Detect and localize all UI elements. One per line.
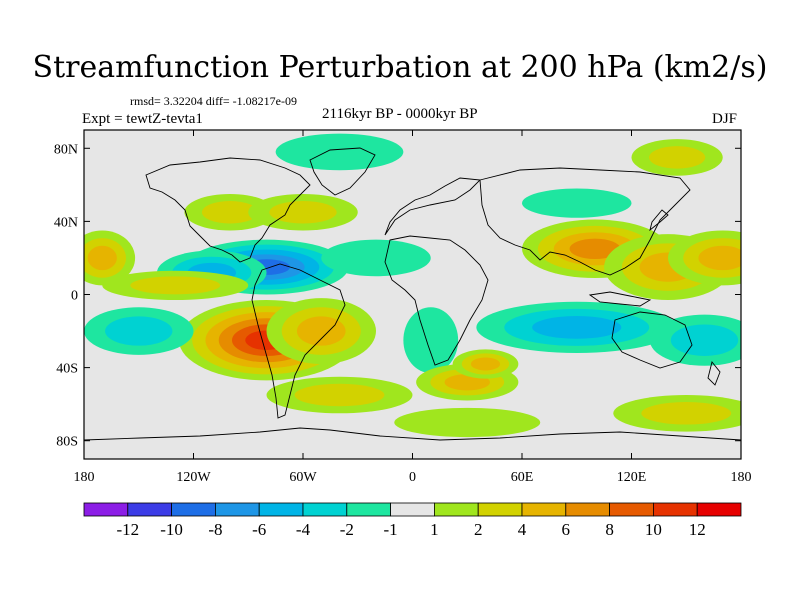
x-tick-label: 180 <box>731 470 752 485</box>
field-contour-13-0 <box>275 133 404 171</box>
colorbar-swatch <box>521 502 567 517</box>
field-contour-18-0 <box>394 407 541 438</box>
colorbar-swatch <box>390 502 435 517</box>
colorbar-label: -4 <box>296 520 311 539</box>
field-contour-22-0 <box>522 188 632 218</box>
colorbar-swatch <box>214 502 260 517</box>
field-contour-10-1 <box>105 316 173 346</box>
coastline-indonesia <box>588 291 652 307</box>
x-tick-label: 120E <box>617 470 647 485</box>
colorbar-label: 8 <box>605 520 614 539</box>
y-tick-label: 40N <box>54 215 78 230</box>
coastline-layer <box>84 147 741 441</box>
field-contour-17-1 <box>294 383 385 407</box>
y-tick-label: 40S <box>56 362 78 377</box>
colorbar-swatch <box>433 502 479 517</box>
stats-text: rmsd= 3.32204 diff= -1.08217e-09 <box>130 94 297 108</box>
coastline-north-america <box>145 157 311 263</box>
colorbar-swatch <box>258 502 304 517</box>
colorbar-label: 4 <box>518 520 527 539</box>
colorbar-swatch <box>565 502 610 517</box>
field-contour-19-1 <box>641 402 732 425</box>
colorbar-label: -10 <box>160 520 183 539</box>
experiment-label: Expt = tewtZ-tevta1 <box>82 111 203 127</box>
colorbar-label: -8 <box>208 520 222 539</box>
coastline-south-america <box>251 263 346 419</box>
field-contour-20-1 <box>201 201 259 224</box>
y-axis: 80N 40N 0 40S 80S <box>54 142 741 450</box>
colorbar-label: -6 <box>252 520 266 539</box>
coastline-greenland <box>309 147 376 196</box>
colorbar-label: 10 <box>645 520 662 539</box>
x-tick-label: 60W <box>289 470 317 485</box>
field-contour-5-2 <box>87 245 117 271</box>
x-tick-label: 180 <box>74 470 95 485</box>
colorbar-label: -2 <box>340 520 354 539</box>
x-tick-label: 60E <box>511 470 534 485</box>
colorbar-swatch <box>83 502 129 517</box>
colorbar-label: 6 <box>562 520 571 539</box>
colorbar-swatch <box>653 502 698 517</box>
field-contour-21-1 <box>269 201 337 224</box>
coastline-new-zealand <box>707 361 721 386</box>
colorbar-swatch <box>609 502 654 517</box>
coastline-africa <box>384 235 489 366</box>
field-contour-9-1 <box>670 324 739 356</box>
colorbar-label: -12 <box>116 520 139 539</box>
colorbar-swatch <box>171 502 216 517</box>
colorbar-label: 1 <box>430 520 439 539</box>
x-tick-label: 120W <box>176 470 211 485</box>
coastline-japan <box>649 209 669 232</box>
colorbar-label: 2 <box>474 520 483 539</box>
y-tick-label: 0 <box>71 289 78 304</box>
chart-title: Streamfunction Perturbation at 200 hPa (… <box>32 50 768 85</box>
x-axis: 180 120W 60W 0 60E 120E 180 <box>74 130 752 485</box>
colorbar-swatch <box>346 502 391 517</box>
coastline-europe <box>384 177 481 236</box>
coastline-asia <box>479 167 691 276</box>
x-tick-label: 0 <box>409 470 416 485</box>
field-contour-4-2 <box>698 245 741 271</box>
field-contour-1-2 <box>296 316 346 346</box>
colorbar: -12 -10 -8 -6 -4 -2 -1 1 2 4 6 8 10 12 <box>83 502 742 539</box>
y-tick-label: 80N <box>54 142 78 157</box>
colorbar-swatch <box>477 502 523 517</box>
colorbar-label: 12 <box>689 520 706 539</box>
field-contour-14-1 <box>649 146 706 169</box>
field-contour-11-0 <box>321 239 431 277</box>
colorbar-label: -1 <box>384 520 398 539</box>
field-layer <box>84 133 741 438</box>
field-contour-2-3 <box>569 238 621 259</box>
coastline-antarctica <box>84 427 741 441</box>
colorbar-swatch <box>127 502 173 517</box>
period-label: 2116kyr BP - 0000kyr BP <box>322 106 478 122</box>
colorbar-swatch <box>302 502 348 517</box>
field-contour-12-0 <box>403 307 459 374</box>
coastline-australia <box>611 311 693 369</box>
season-label: DJF <box>712 111 738 127</box>
field-contour-8-2 <box>532 316 622 339</box>
colorbar-swatch <box>696 502 742 517</box>
field-contour-23-2 <box>470 357 501 371</box>
field-contour-15-1 <box>130 276 221 295</box>
y-tick-label: 80S <box>56 435 78 450</box>
